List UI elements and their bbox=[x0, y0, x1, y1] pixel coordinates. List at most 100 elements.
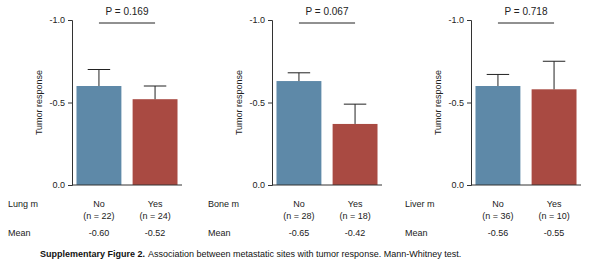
error-stem bbox=[155, 86, 156, 99]
tick: -0.5 bbox=[249, 98, 272, 108]
n-label: (n = 18) bbox=[339, 211, 370, 221]
tick-label: 0.0 bbox=[252, 180, 265, 190]
tick-mark bbox=[467, 103, 471, 104]
group-label: Liver m bbox=[405, 199, 435, 209]
tick: 0.0 bbox=[52, 180, 72, 190]
error-bar bbox=[487, 74, 509, 86]
tick-label: -1.0 bbox=[448, 15, 464, 25]
plot-area bbox=[276, 73, 377, 185]
bar bbox=[532, 89, 577, 185]
baseline bbox=[272, 185, 382, 186]
error-stem bbox=[554, 61, 555, 89]
bracket bbox=[498, 23, 554, 24]
tick-label: -0.5 bbox=[249, 98, 265, 108]
error-stem bbox=[497, 74, 498, 86]
y-axis: -1.0 -0.5 0.0 bbox=[249, 15, 272, 190]
tick: -1.0 bbox=[448, 15, 471, 25]
tick: -0.5 bbox=[448, 98, 471, 108]
tick-label: 0.0 bbox=[52, 180, 65, 190]
error-cap bbox=[288, 72, 310, 73]
error-bar bbox=[288, 73, 310, 81]
error-bar bbox=[543, 61, 565, 89]
tick-mark bbox=[268, 20, 272, 21]
n-label: (n = 28) bbox=[283, 211, 314, 221]
error-stem bbox=[98, 70, 99, 87]
error-bar bbox=[144, 86, 166, 99]
mean-value: -0.65 bbox=[289, 228, 310, 238]
y-axis-title: Tumor response bbox=[433, 70, 443, 135]
bar bbox=[333, 124, 378, 185]
error-cap bbox=[344, 104, 366, 105]
bar bbox=[276, 81, 321, 185]
tick: 0.0 bbox=[451, 180, 471, 190]
tick: -0.5 bbox=[49, 98, 72, 108]
tick: -1.0 bbox=[249, 15, 272, 25]
category-label: Yes bbox=[148, 199, 163, 209]
bar bbox=[76, 86, 121, 185]
error-cap bbox=[88, 69, 110, 70]
category-label: Yes bbox=[547, 199, 562, 209]
panel: -1.0 -0.5 0.0 Tumor response P = 0.718 Liver … bbox=[405, 6, 581, 238]
mean-label: Mean bbox=[208, 228, 231, 238]
error-cap bbox=[543, 61, 565, 62]
p-value: P = 0.718 bbox=[505, 6, 548, 17]
n-label: (n = 22) bbox=[83, 211, 114, 221]
panel: -1.0 -0.5 0.0 Tumor response P = 0.067 Bone m… bbox=[208, 6, 382, 238]
error-stem bbox=[298, 73, 299, 81]
figure: -1.0 -0.5 0.0 Tumor response P = 0.169 Lung m… bbox=[0, 0, 600, 265]
tick-mark bbox=[467, 20, 471, 21]
mean-value: -0.42 bbox=[345, 228, 366, 238]
caption: Supplementary Figure 2.Association betwe… bbox=[40, 249, 461, 259]
axis-line bbox=[68, 21, 73, 186]
mean-label: Mean bbox=[405, 228, 428, 238]
caption-label: Supplementary Figure 2. bbox=[40, 249, 145, 259]
mean-value: -0.60 bbox=[89, 228, 110, 238]
plot-area bbox=[76, 70, 177, 186]
baseline bbox=[471, 185, 581, 186]
tick-label: -0.5 bbox=[448, 98, 464, 108]
tick: -1.0 bbox=[49, 15, 72, 25]
n-label: (n = 24) bbox=[139, 211, 170, 221]
error-bar bbox=[344, 104, 366, 124]
tick-label: -1.0 bbox=[249, 15, 265, 25]
p-value: P = 0.067 bbox=[306, 6, 349, 17]
tick-label: -1.0 bbox=[49, 15, 65, 25]
tick-mark bbox=[68, 185, 72, 186]
n-label: (n = 36) bbox=[482, 211, 513, 221]
n-label: (n = 10) bbox=[538, 211, 569, 221]
bracket bbox=[299, 23, 355, 24]
y-axis: -1.0 -0.5 0.0 bbox=[448, 15, 471, 190]
mean-value: -0.56 bbox=[488, 228, 509, 238]
tick-mark bbox=[68, 20, 72, 21]
p-value: P = 0.169 bbox=[106, 6, 149, 17]
category-label: No bbox=[492, 199, 504, 209]
tick-mark bbox=[268, 103, 272, 104]
axis-line bbox=[268, 21, 273, 186]
tick-label: -0.5 bbox=[49, 98, 65, 108]
error-bar bbox=[88, 70, 110, 87]
tick-label: 0.0 bbox=[451, 180, 464, 190]
baseline bbox=[72, 185, 182, 186]
panel: -1.0 -0.5 0.0 Tumor response P = 0.169 Lung m… bbox=[8, 6, 182, 238]
mean-value: -0.52 bbox=[145, 228, 166, 238]
plot-area bbox=[475, 61, 576, 185]
tick: 0.0 bbox=[252, 180, 272, 190]
tick-mark bbox=[68, 103, 72, 104]
group-label: Lung m bbox=[8, 199, 38, 209]
bracket bbox=[99, 23, 155, 24]
bar bbox=[475, 86, 520, 185]
y-axis-title: Tumor response bbox=[34, 70, 44, 135]
error-stem bbox=[355, 104, 356, 124]
mean-label: Mean bbox=[8, 228, 31, 238]
tick-mark bbox=[467, 185, 471, 186]
error-cap bbox=[487, 74, 509, 75]
bar bbox=[133, 99, 178, 185]
y-axis-title: Tumor response bbox=[234, 70, 244, 135]
axis-line bbox=[467, 21, 472, 186]
category-label: Yes bbox=[348, 199, 363, 209]
y-axis: -1.0 -0.5 0.0 bbox=[49, 15, 72, 190]
group-label: Bone m bbox=[208, 199, 239, 209]
category-label: No bbox=[293, 199, 305, 209]
category-label: No bbox=[93, 199, 105, 209]
tick-mark bbox=[268, 185, 272, 186]
